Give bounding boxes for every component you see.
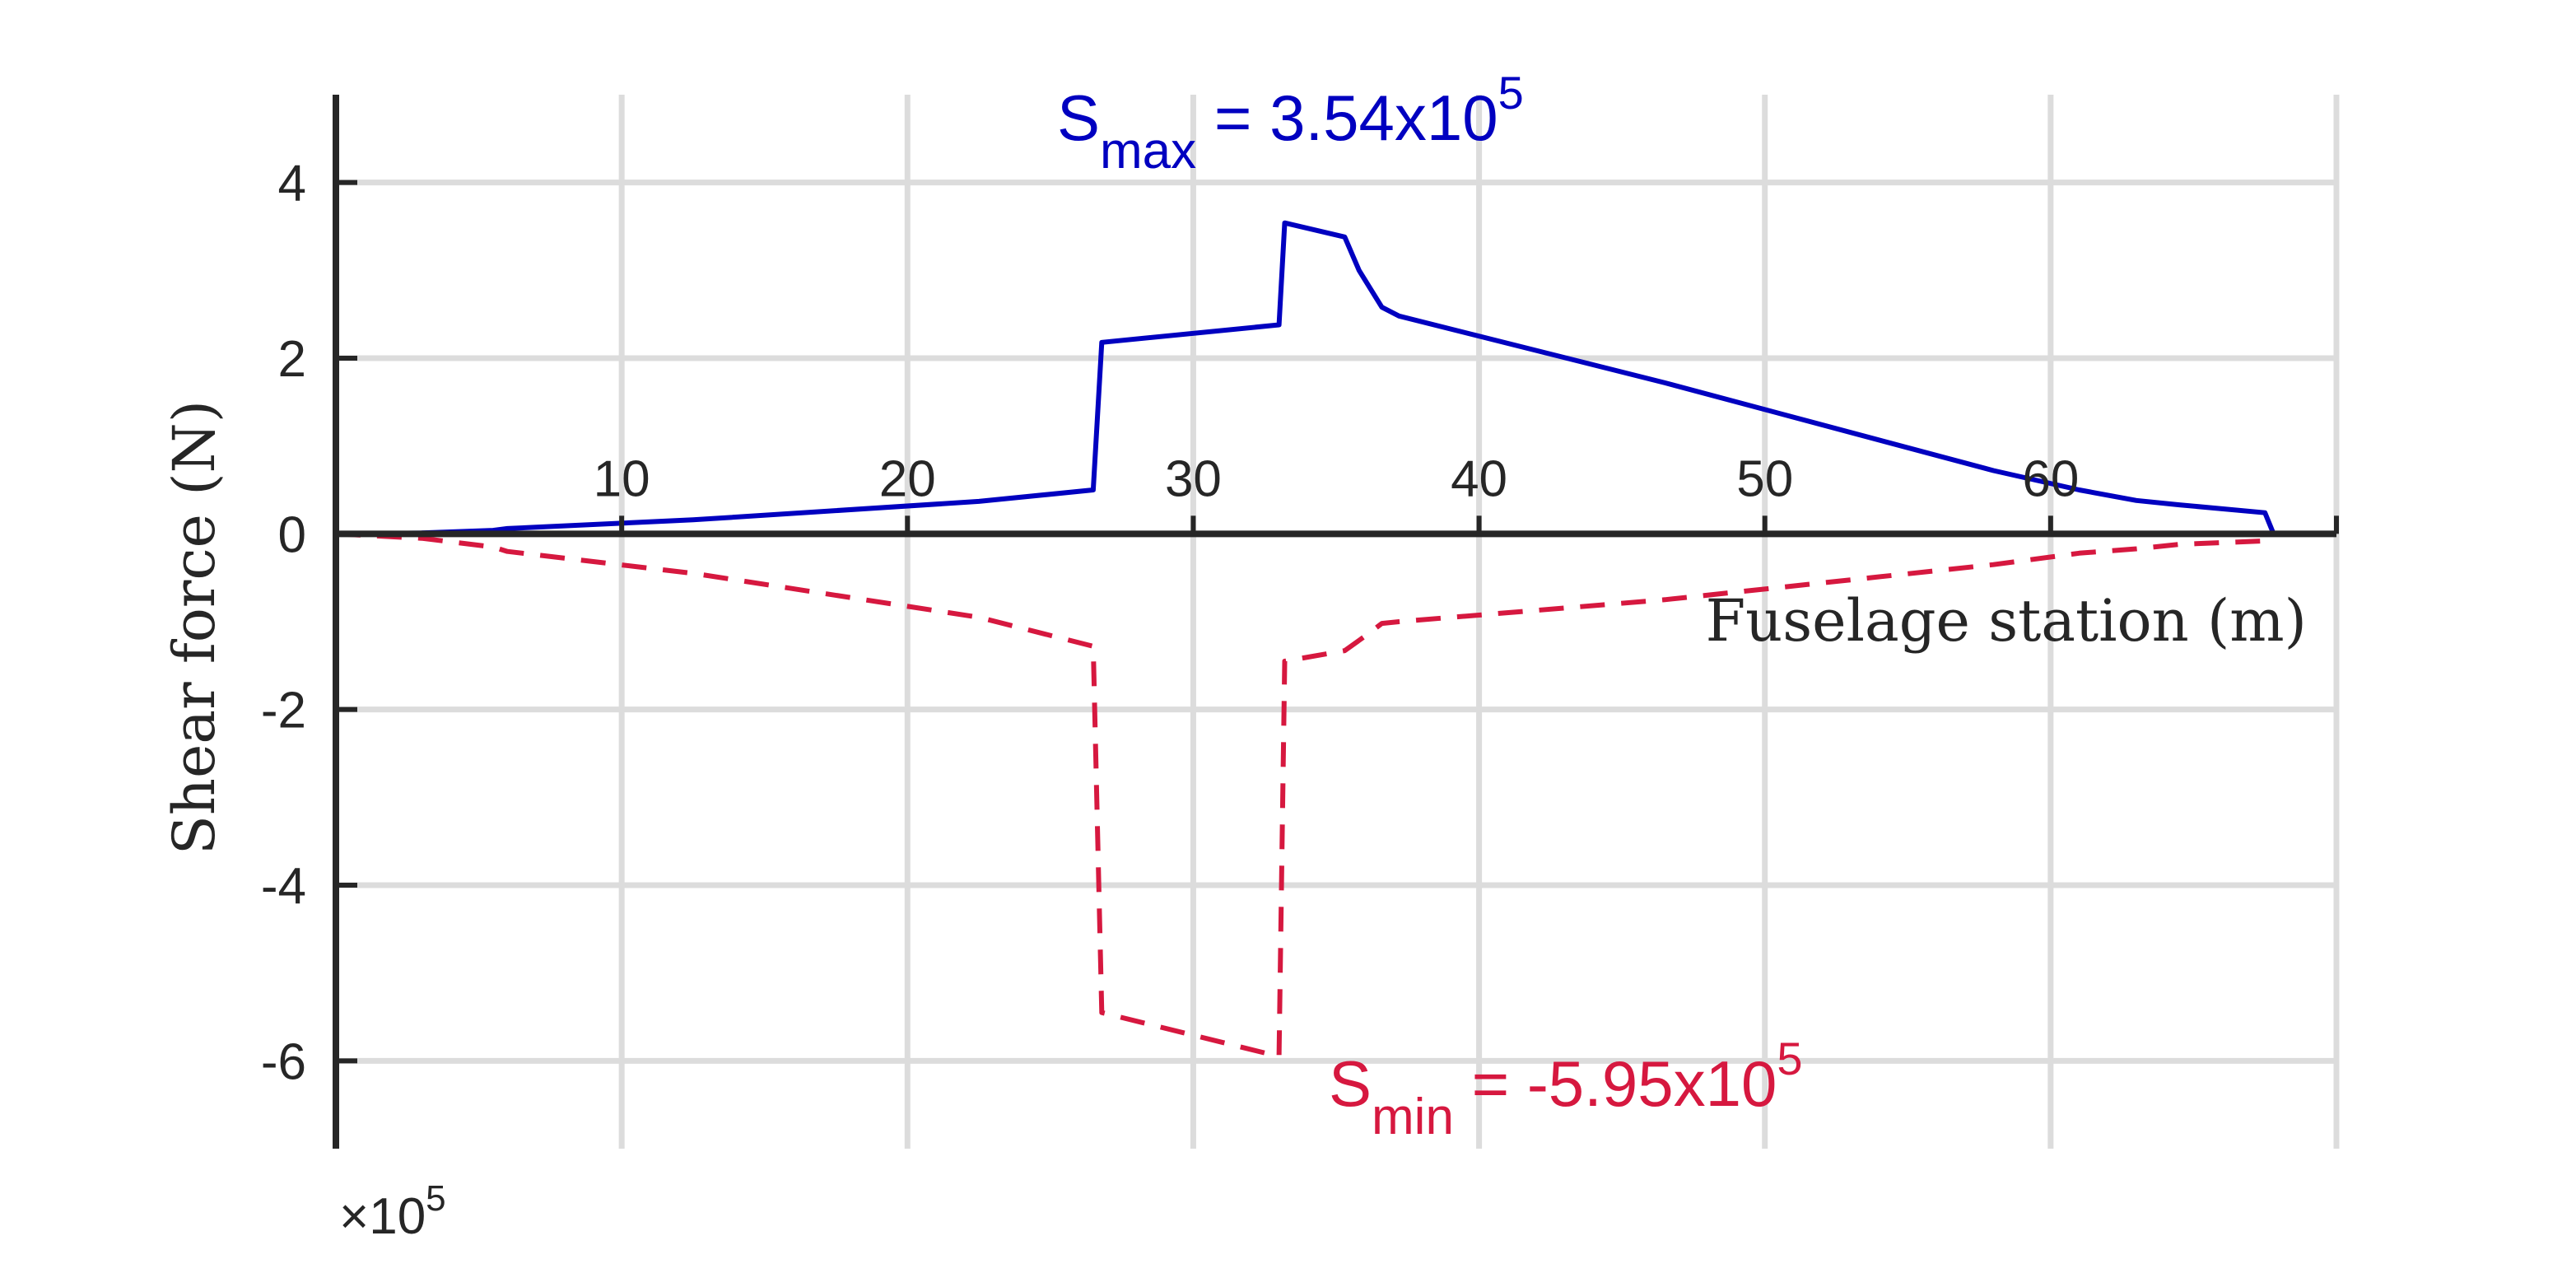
grid-lines — [336, 95, 2340, 1149]
y-tick-label: 2 — [278, 331, 306, 388]
y-axis-label: Shear force (N) — [161, 400, 228, 855]
y-tick-label: -6 — [261, 1033, 306, 1090]
x-axis-label: Fuselage station (m) — [1706, 587, 2307, 655]
y-tick-label: -4 — [261, 858, 306, 915]
series-layer — [335, 220, 2322, 1059]
x-tick-label: 60 — [2022, 450, 2079, 507]
min-annotation-exponent: 5 — [1777, 1033, 1802, 1084]
x-tick-label: 20 — [879, 450, 936, 507]
x-tick-label: 30 — [1165, 450, 1222, 507]
min-annotation-symbol: S — [1329, 1047, 1372, 1120]
y-axis-multiplier: ×105 — [339, 1178, 446, 1245]
min-annotation-subscript: min — [1372, 1089, 1454, 1145]
max-annotation-exponent: 5 — [1498, 67, 1524, 119]
max-shear-line — [335, 220, 2322, 537]
x-tick-label: 40 — [1451, 450, 1507, 507]
x-tick-label: 50 — [1736, 450, 1793, 507]
max-annotation-symbol: S — [1057, 82, 1100, 154]
max-annotation-value: = 3.54x10 — [1196, 82, 1498, 154]
y-multiplier-base: ×10 — [339, 1188, 426, 1245]
y-tick-label: -2 — [261, 683, 306, 739]
y-tick-label: 4 — [278, 156, 306, 212]
x-tick-label: 10 — [594, 450, 650, 507]
min-shear-line — [335, 531, 2322, 1059]
y-tick-label: 0 — [278, 506, 306, 563]
max-annotation: Smax = 3.54x105 — [1057, 67, 1524, 180]
axes — [333, 95, 2339, 1149]
y-multiplier-exponent: 5 — [426, 1178, 445, 1219]
min-annotation-value: = -5.95x10 — [1454, 1047, 1777, 1120]
tick-labels: 420-2-4-610 20 30 40 50 60 — [261, 156, 2079, 1091]
min-annotation: Smin = -5.95x105 — [1329, 1033, 1803, 1145]
max-annotation-subscript: max — [1100, 123, 1196, 180]
